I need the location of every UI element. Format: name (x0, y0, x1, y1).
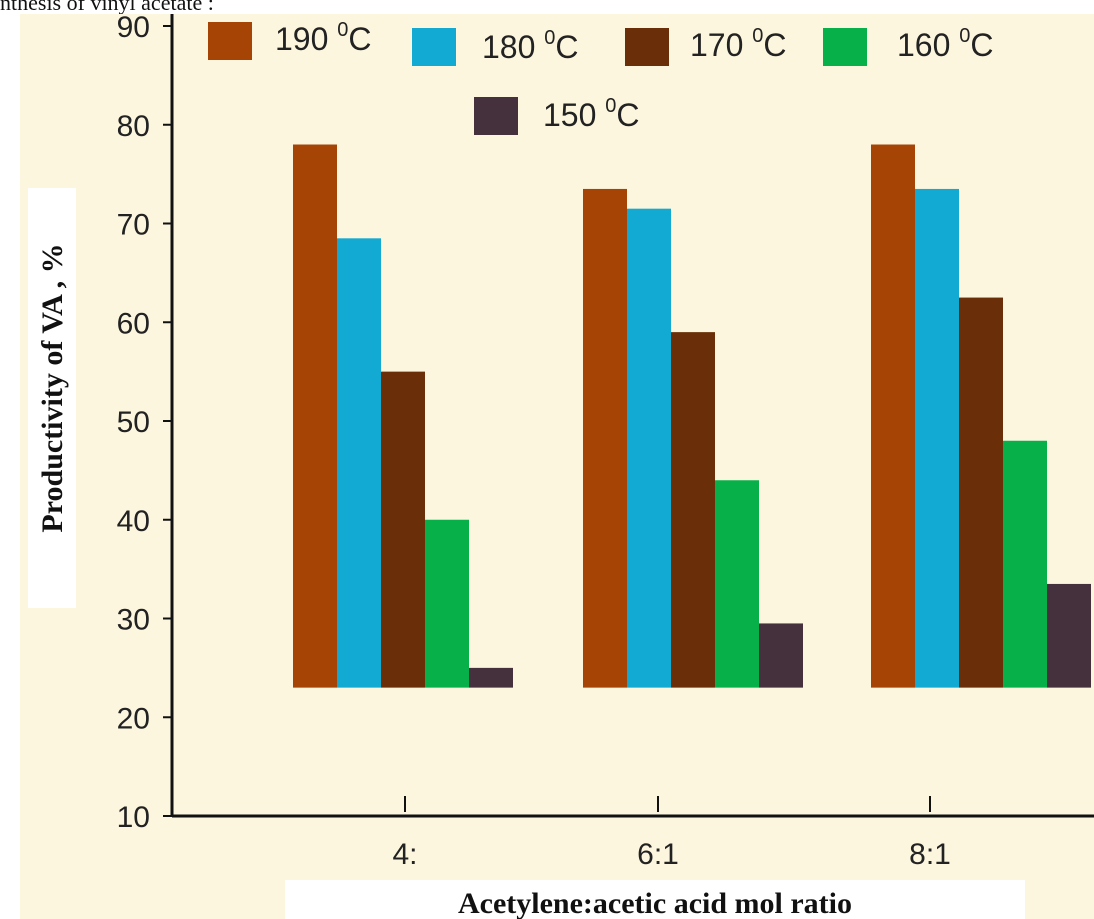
y-tick-label: 40 (117, 505, 150, 538)
legend-swatch-190 (208, 22, 252, 60)
bar-190-0 (293, 144, 337, 688)
bar-170-2 (959, 297, 1003, 688)
bar-150-2 (1047, 583, 1091, 688)
x-tick-label: 8:1 (909, 838, 951, 871)
y-tick-label: 90 (117, 11, 150, 44)
legend-label-160: 160 0C (897, 25, 994, 63)
legend: 190 0C 180 0C 170 0C 160 0C 150 0C (208, 19, 994, 135)
bar-180-1 (627, 208, 671, 688)
bar-170-1 (671, 332, 715, 688)
y-axis-title: Productivity of VA , % (36, 243, 69, 532)
x-tick-label: 6:1 (637, 838, 679, 871)
y-tick-label: 10 (117, 801, 150, 834)
bar-160-1 (715, 480, 759, 688)
bar-160-0 (425, 519, 469, 688)
legend-label-170: 170 0C (690, 25, 787, 63)
y-tick-label: 70 (117, 209, 150, 242)
y-tick-label: 50 (117, 406, 150, 439)
y-tick-label: 60 (117, 307, 150, 340)
legend-swatch-180 (412, 28, 456, 66)
ylabel-background (28, 188, 76, 608)
legend-label-150: 150 0C (543, 95, 640, 133)
bar-180-0 (337, 238, 381, 688)
legend-swatch-150 (474, 97, 518, 135)
xlabel-background (285, 880, 1025, 919)
x-axis-title: Acetylene:acetic acid mol ratio (458, 887, 852, 919)
y-tick-label: 20 (117, 702, 150, 735)
legend-label-180: 180 0C (482, 27, 579, 65)
y-tick-label: 30 (117, 604, 150, 637)
bar-150-0 (469, 667, 513, 688)
legend-swatch-170 (625, 28, 669, 66)
y-tick-label: 80 (117, 110, 150, 143)
bar-160-2 (1003, 440, 1047, 688)
legend-swatch-160 (823, 28, 867, 66)
legend-label-190: 190 0C (275, 19, 372, 57)
x-tick-label: 4: (392, 838, 417, 871)
figure-caption: nthesis of vinyl acetate : (0, 0, 214, 15)
x-axis-ticks: 4: 6:1 8:1 (392, 796, 951, 871)
bar-170-0 (381, 371, 425, 688)
y-axis-ticks: 10 20 30 40 50 60 70 80 90 (117, 11, 172, 834)
bars-group (293, 144, 1091, 688)
bar-180-2 (915, 188, 959, 688)
bar-190-2 (871, 144, 915, 688)
bar-190-1 (583, 188, 627, 688)
bar-150-1 (759, 623, 803, 688)
